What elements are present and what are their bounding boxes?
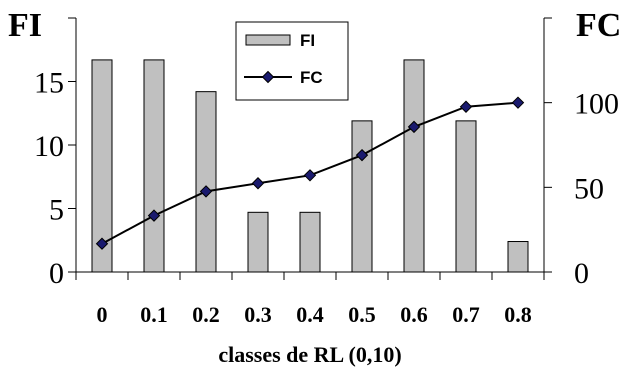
x-tick-label-0.4: 0.4 [296,302,324,327]
bar-0.7 [455,120,477,273]
x-tick-label-0.2: 0.2 [192,302,220,327]
y-tick-label-0: 0 [49,257,64,290]
fc-point-0.5 [355,148,369,162]
y2-tick-label-50: 50 [574,172,604,205]
bar-0.1 [143,59,165,273]
fc-point-0 [95,237,109,250]
x-tick-label-0.7: 0.7 [452,302,480,327]
x-tick-label-0.3: 0.3 [244,302,272,327]
x-axis-title: classes de RL (0,10) [218,342,401,367]
y2-tick-label-0: 0 [574,257,589,290]
left-axis-title: FI [8,7,42,44]
bar-0 [91,59,113,273]
fc-point-0.1 [147,209,161,222]
bar-0.6 [403,59,425,273]
y-tick-label-15: 15 [34,67,64,100]
fc-point-0.4 [303,169,317,182]
y-tick-label-5: 5 [49,194,64,227]
bar-0.4 [299,211,321,273]
bar-0.2 [195,91,217,273]
fc-point-0.2 [199,185,213,198]
fc-point-0.8 [511,96,525,109]
fc-point-0.6 [407,120,421,134]
x-tick-label-0.6: 0.6 [400,302,428,327]
y2-tick-label-100: 100 [574,88,619,121]
bar-0.5 [351,120,373,273]
x-tick-label-0.1: 0.1 [140,302,168,327]
fc-point-0.7 [459,100,473,113]
bar-0.3 [247,211,269,273]
y-tick-label-10: 10 [34,130,64,163]
fc-point-0.3 [251,177,265,190]
x-tick-label-0.8: 0.8 [504,302,532,327]
legend-marker-fc [261,70,275,84]
x-tick-label-0: 0 [97,302,108,327]
legend-box [235,21,349,101]
x-tick-label-0.5: 0.5 [348,302,376,327]
right-axis-title: FC [576,7,621,44]
legend-label-fc: FC [300,68,323,87]
legend-label-fi: FI [300,31,315,50]
legend-swatch-fi [245,34,291,46]
bar-0.8 [507,241,529,273]
